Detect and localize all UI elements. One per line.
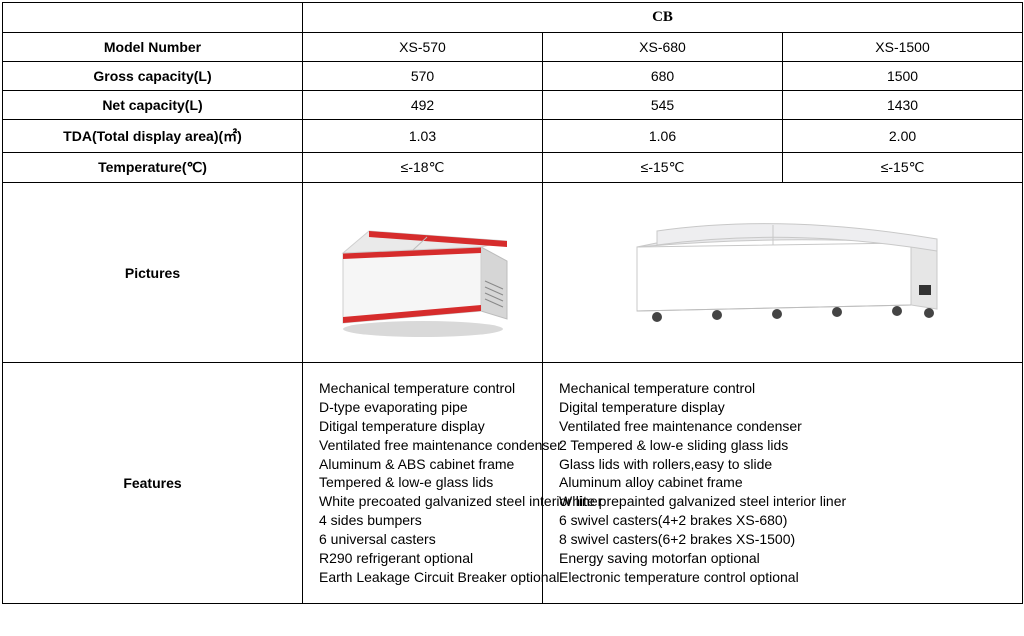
feature-line: Ventilated free maintenance condenser	[559, 417, 1012, 436]
feature-line: Energy saving motorfan optional	[559, 549, 1012, 568]
table-row: Features Mechanical temperature controlD…	[3, 363, 1023, 604]
features-list-right: Mechanical temperature controlDigital te…	[553, 369, 1012, 597]
cell-temp-1: ≤-18℃	[303, 153, 543, 183]
cell-temp-3: ≤-15℃	[783, 153, 1023, 183]
feature-line: Ventilated free maintenance condenser	[319, 436, 532, 455]
features-cell-left: Mechanical temperature controlD-type eva…	[303, 363, 543, 604]
row-label-features: Features	[3, 363, 303, 604]
feature-line: Aluminum & ABS cabinet frame	[319, 455, 532, 474]
cell-tda-1: 1.03	[303, 120, 543, 153]
picture-cell-1	[303, 183, 543, 363]
feature-line: 6 swivel casters(4+2 brakes XS-680)	[559, 511, 1012, 530]
feature-line: Earth Leakage Circuit Breaker optional	[319, 568, 532, 587]
row-label-model: Model Number	[3, 33, 303, 62]
feature-line: Aluminum alloy cabinet frame	[559, 473, 1012, 492]
cell-gross-2: 680	[543, 62, 783, 91]
freezer-image-icon	[613, 211, 953, 331]
features-list-left: Mechanical temperature controlD-type eva…	[313, 369, 532, 597]
feature-line: Ditigal temperature display	[319, 417, 532, 436]
table-row: CB	[3, 3, 1023, 33]
feature-line: D-type evaporating pipe	[319, 398, 532, 417]
freezer-image-icon	[323, 201, 523, 341]
feature-line: White precoated galvanized steel interio…	[319, 492, 532, 511]
feature-line: Digital temperature display	[559, 398, 1012, 417]
feature-line: 6 universal casters	[319, 530, 532, 549]
feature-line: White prepainted galvanized steel interi…	[559, 492, 1012, 511]
table-row: Pictures	[3, 183, 1023, 363]
feature-line: Glass lids with rollers,easy to slide	[559, 455, 1012, 474]
feature-line: 2 Tempered & low-e sliding glass lids	[559, 436, 1012, 455]
header-empty	[3, 3, 303, 33]
brand-header: CB	[303, 3, 1023, 33]
cell-tda-2: 1.06	[543, 120, 783, 153]
row-label-tda: TDA(Total display area)(㎡)	[3, 120, 303, 153]
cell-gross-1: 570	[303, 62, 543, 91]
cell-model-1: XS-570	[303, 33, 543, 62]
cell-net-1: 492	[303, 91, 543, 120]
table-row: Model Number XS-570 XS-680 XS-1500	[3, 33, 1023, 62]
row-label-temp: Temperature(℃)	[3, 153, 303, 183]
feature-line: Mechanical temperature control	[559, 379, 1012, 398]
row-label-net: Net capacity(L)	[3, 91, 303, 120]
table-row: Net capacity(L) 492 545 1430	[3, 91, 1023, 120]
spec-table: CB Model Number XS-570 XS-680 XS-1500 Gr…	[2, 2, 1023, 604]
table-row: TDA(Total display area)(㎡) 1.03 1.06 2.0…	[3, 120, 1023, 153]
picture-cell-2	[543, 183, 1023, 363]
cell-model-2: XS-680	[543, 33, 783, 62]
cell-net-2: 545	[543, 91, 783, 120]
cell-temp-2: ≤-15℃	[543, 153, 783, 183]
feature-line: Tempered & low-e glass lids	[319, 473, 532, 492]
feature-line: Electronic temperature control optional	[559, 568, 1012, 587]
row-label-gross: Gross capacity(L)	[3, 62, 303, 91]
cell-net-3: 1430	[783, 91, 1023, 120]
cell-tda-3: 2.00	[783, 120, 1023, 153]
feature-line: Mechanical temperature control	[319, 379, 532, 398]
feature-line: R290 refrigerant optional	[319, 549, 532, 568]
feature-line: 4 sides bumpers	[319, 511, 532, 530]
row-label-pictures: Pictures	[3, 183, 303, 363]
cell-gross-3: 1500	[783, 62, 1023, 91]
feature-line: 8 swivel casters(6+2 brakes XS-1500)	[559, 530, 1012, 549]
cell-model-3: XS-1500	[783, 33, 1023, 62]
table-row: Temperature(℃) ≤-18℃ ≤-15℃ ≤-15℃	[3, 153, 1023, 183]
features-cell-right: Mechanical temperature controlDigital te…	[543, 363, 1023, 604]
table-row: Gross capacity(L) 570 680 1500	[3, 62, 1023, 91]
